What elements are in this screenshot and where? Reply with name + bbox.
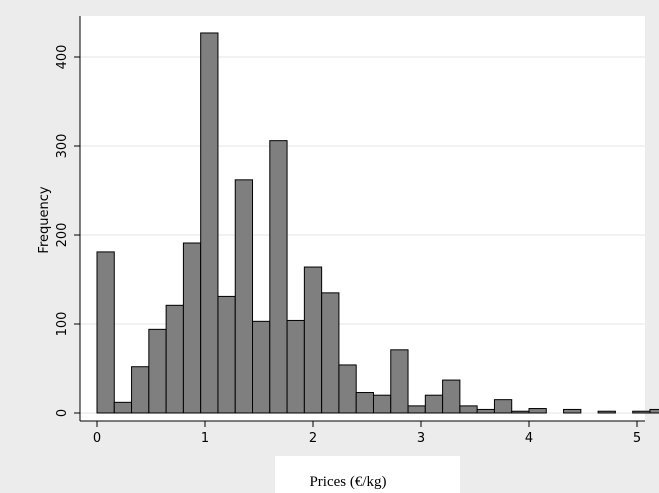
- bar-23: [493, 399, 513, 414]
- bar-14: [338, 364, 357, 414]
- bar-1: [113, 401, 133, 414]
- bar-31: [632, 410, 651, 414]
- y-tick-label-300: 300: [55, 134, 70, 159]
- bar-12: [303, 266, 323, 414]
- x-tick-label-3: 3: [417, 431, 425, 446]
- y-tick-label-100: 100: [55, 312, 70, 337]
- bar-27: [563, 408, 582, 414]
- bar-16: [372, 394, 392, 414]
- bar-17: [390, 349, 409, 414]
- bar-13: [321, 292, 340, 414]
- y-tick-label-200: 200: [55, 223, 70, 248]
- bar-22: [476, 408, 495, 414]
- bar-8: [234, 179, 254, 414]
- x-tick-label-1: 1: [201, 431, 209, 446]
- bar-2: [131, 366, 150, 414]
- bar-21: [459, 405, 478, 414]
- bar-18: [407, 405, 426, 414]
- x-tick-label-0: 0: [93, 431, 101, 446]
- y-axis-label: Frequency: [37, 186, 52, 253]
- bar-6: [200, 32, 219, 414]
- xlabel-box: [275, 456, 460, 493]
- bar-9: [252, 320, 271, 414]
- bar-11: [286, 319, 305, 414]
- bar-0: [96, 251, 115, 414]
- bar-24: [511, 410, 530, 414]
- bar-29: [597, 410, 616, 414]
- y-tick-label-0: 0: [55, 409, 70, 417]
- y-axis: 0 100 200 300 400: [55, 16, 81, 421]
- x-axis-label: Prices (€/kg): [309, 474, 386, 490]
- x-tick-label-4: 4: [525, 431, 533, 446]
- x-tick-label-2: 2: [309, 431, 317, 446]
- bar-20: [442, 379, 461, 414]
- bar-10: [269, 140, 288, 414]
- histogram-bars: [96, 32, 659, 414]
- bar-25: [528, 408, 547, 414]
- bar-3: [148, 328, 167, 414]
- bar-32: [649, 408, 659, 414]
- bar-5: [182, 242, 202, 414]
- x-tick-label-5: 5: [633, 431, 641, 446]
- bar-7: [217, 295, 236, 414]
- bar-19: [424, 394, 444, 414]
- bar-15: [355, 392, 374, 414]
- x-axis: 0 1 2 3 4 5: [80, 420, 645, 446]
- y-tick-label-400: 400: [55, 45, 70, 70]
- bar-4: [165, 304, 184, 414]
